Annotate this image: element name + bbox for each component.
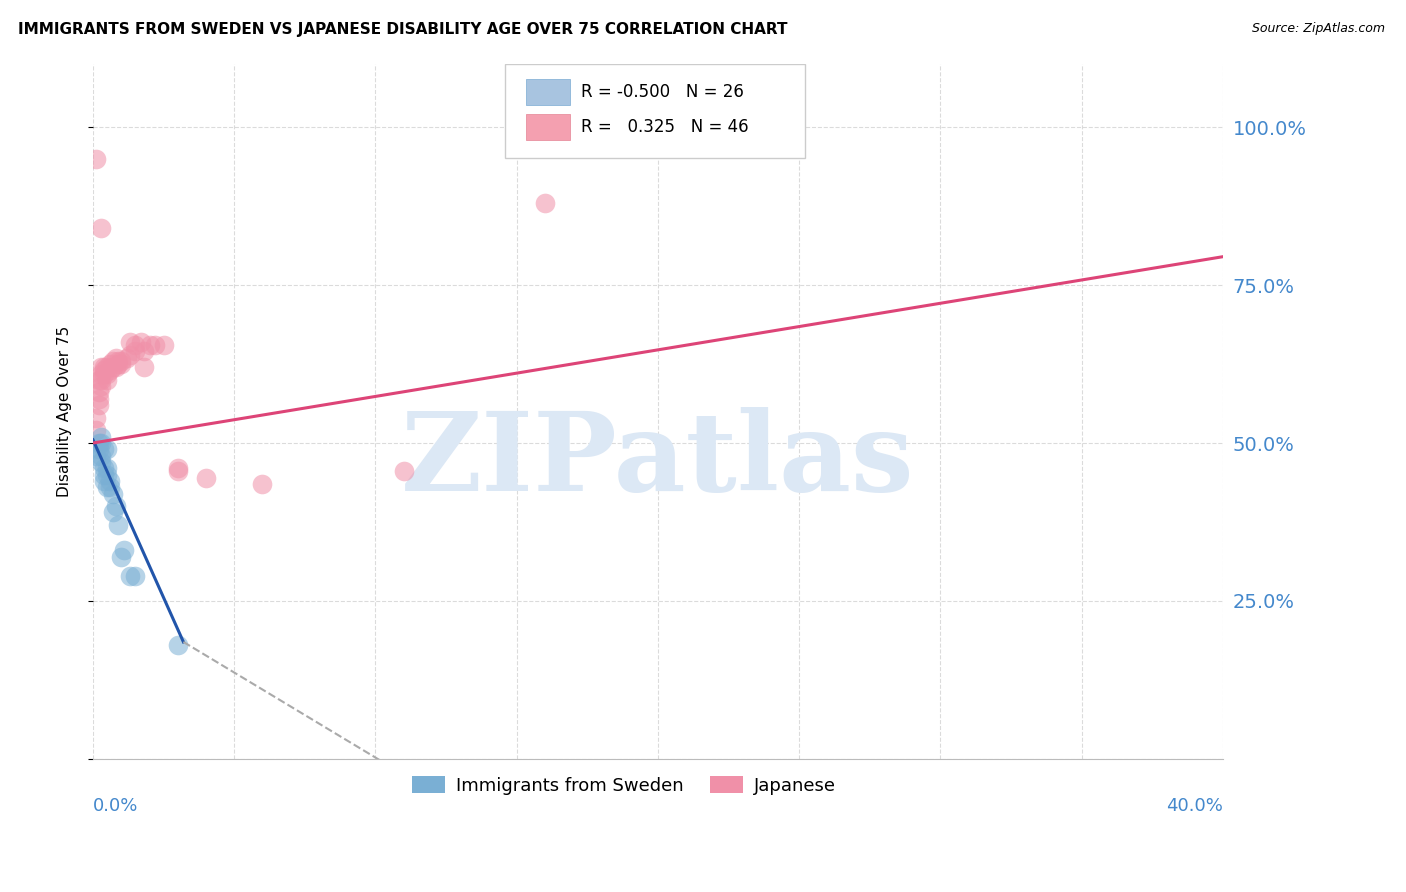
Point	[90, 430, 112, 444]
Point	[110, 357, 132, 371]
Point	[104, 499, 127, 513]
Point	[110, 549, 132, 564]
Point	[124, 568, 146, 582]
Point	[84, 410, 107, 425]
Point	[143, 338, 166, 352]
Point	[118, 568, 141, 582]
Point	[124, 338, 146, 352]
Point	[93, 461, 115, 475]
Point	[195, 471, 218, 485]
Point	[107, 518, 129, 533]
Point	[392, 464, 415, 478]
Text: 0.0%: 0.0%	[93, 797, 138, 815]
Point	[252, 477, 274, 491]
Point	[101, 354, 124, 368]
Point	[129, 334, 152, 349]
Point	[90, 436, 112, 450]
Point	[90, 455, 112, 469]
Point	[96, 373, 118, 387]
Point	[84, 423, 107, 437]
Text: R = -0.500   N = 26: R = -0.500 N = 26	[581, 83, 744, 101]
Point	[534, 196, 557, 211]
Point	[98, 474, 121, 488]
Point	[93, 467, 115, 482]
Text: IMMIGRANTS FROM SWEDEN VS JAPANESE DISABILITY AGE OVER 75 CORRELATION CHART: IMMIGRANTS FROM SWEDEN VS JAPANESE DISAB…	[18, 22, 787, 37]
Text: ZIPatlas: ZIPatlas	[401, 407, 915, 514]
Point	[104, 360, 127, 375]
Point	[166, 461, 188, 475]
Text: Source: ZipAtlas.com: Source: ZipAtlas.com	[1251, 22, 1385, 36]
Point	[107, 354, 129, 368]
Point	[124, 344, 146, 359]
Point	[132, 344, 155, 359]
Point	[87, 385, 110, 400]
Point	[96, 467, 118, 482]
FancyBboxPatch shape	[526, 79, 569, 105]
Point	[98, 480, 121, 494]
Point	[93, 474, 115, 488]
Point	[90, 373, 112, 387]
Point	[132, 360, 155, 375]
Point	[96, 461, 118, 475]
Point	[104, 351, 127, 365]
Point	[87, 392, 110, 406]
Point	[101, 360, 124, 375]
FancyBboxPatch shape	[526, 114, 569, 140]
Point	[96, 360, 118, 375]
FancyBboxPatch shape	[505, 64, 804, 158]
Point	[90, 221, 112, 235]
Point	[96, 480, 118, 494]
Point	[90, 367, 112, 381]
Point	[98, 363, 121, 377]
Point	[87, 398, 110, 412]
Point	[112, 543, 135, 558]
Point	[152, 338, 174, 352]
Point	[87, 436, 110, 450]
Point	[87, 442, 110, 457]
Text: R =   0.325   N = 46: R = 0.325 N = 46	[581, 118, 749, 136]
Point	[93, 442, 115, 457]
Point	[166, 464, 188, 478]
Legend: Immigrants from Sweden, Japanese: Immigrants from Sweden, Japanese	[405, 769, 844, 802]
Point	[166, 638, 188, 652]
Point	[93, 360, 115, 375]
Point	[98, 357, 121, 371]
Point	[118, 348, 141, 362]
Y-axis label: Disability Age Over 75: Disability Age Over 75	[58, 326, 72, 497]
Point	[118, 334, 141, 349]
Point	[90, 360, 112, 375]
Point	[101, 506, 124, 520]
Point	[93, 367, 115, 381]
Point	[101, 486, 124, 500]
Point	[96, 367, 118, 381]
Point	[115, 351, 138, 365]
Point	[96, 442, 118, 457]
Point	[90, 379, 112, 393]
Point	[84, 152, 107, 166]
Point	[87, 373, 110, 387]
Text: 40.0%: 40.0%	[1166, 797, 1223, 815]
Point	[138, 338, 160, 352]
Point	[84, 449, 107, 463]
Point	[110, 354, 132, 368]
Point	[107, 357, 129, 371]
Point	[93, 363, 115, 377]
Point	[90, 449, 112, 463]
